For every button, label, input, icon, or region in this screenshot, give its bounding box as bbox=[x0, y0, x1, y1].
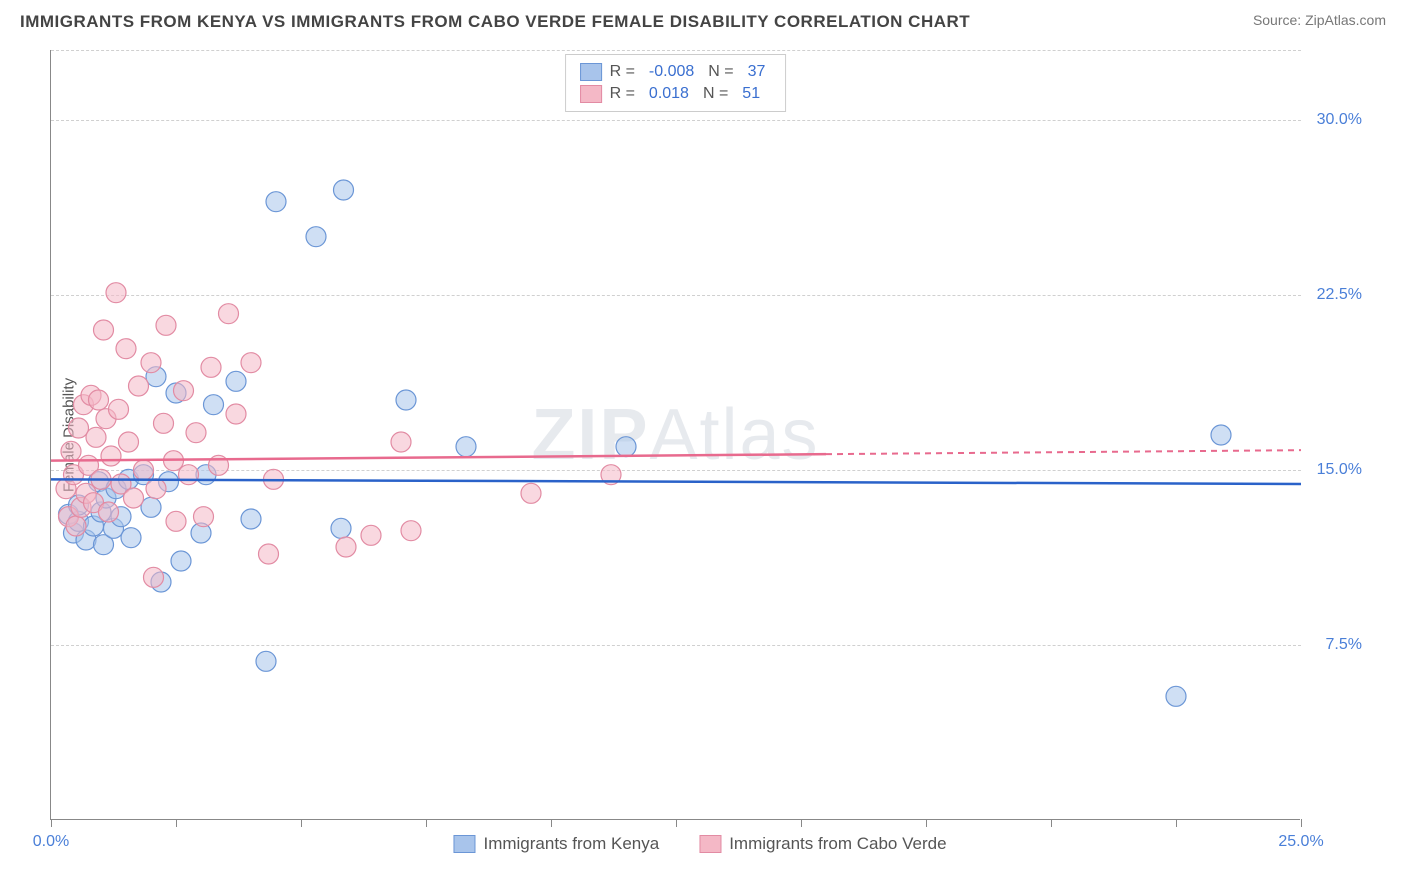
scatter-point bbox=[171, 551, 191, 571]
y-tick-label: 15.0% bbox=[1317, 461, 1362, 479]
scatter-point bbox=[1211, 425, 1231, 445]
scatter-point bbox=[109, 399, 129, 419]
scatter-point bbox=[306, 227, 326, 247]
x-tick bbox=[176, 819, 177, 827]
scatter-point bbox=[94, 320, 114, 340]
legend-correlation-row: R = 0.018 N = 51 bbox=[580, 83, 772, 105]
legend-n-value: 51 bbox=[736, 85, 766, 103]
x-tick bbox=[51, 819, 52, 827]
x-tick bbox=[801, 819, 802, 827]
scatter-point bbox=[391, 432, 411, 452]
legend-swatch bbox=[580, 85, 602, 103]
legend-n-label: N = bbox=[708, 63, 733, 81]
regression-line-dashed bbox=[826, 450, 1301, 454]
x-tick bbox=[301, 819, 302, 827]
scatter-point bbox=[154, 413, 174, 433]
scatter-point bbox=[166, 511, 186, 531]
scatter-point bbox=[1166, 686, 1186, 706]
scatter-plot-svg bbox=[51, 50, 1301, 820]
scatter-point bbox=[194, 507, 214, 527]
scatter-point bbox=[226, 371, 246, 391]
regression-line bbox=[51, 479, 1301, 484]
scatter-point bbox=[141, 353, 161, 373]
x-tick bbox=[551, 819, 552, 827]
chart-container: Female Disability ZIPAtlas R =-0.008N =3… bbox=[50, 50, 1350, 820]
legend-r-value: -0.008 bbox=[643, 63, 700, 81]
scatter-point bbox=[61, 441, 81, 461]
legend-series-label: Immigrants from Kenya bbox=[483, 834, 659, 854]
legend-bottom: Immigrants from Kenya Immigrants from Cab… bbox=[453, 834, 946, 854]
legend-series-item: Immigrants from Cabo Verde bbox=[699, 834, 946, 854]
scatter-point bbox=[396, 390, 416, 410]
x-tick-label: 0.0% bbox=[33, 833, 69, 851]
legend-n-label: N = bbox=[703, 85, 728, 103]
scatter-point bbox=[89, 390, 109, 410]
x-tick bbox=[926, 819, 927, 827]
scatter-point bbox=[219, 304, 239, 324]
scatter-point bbox=[259, 544, 279, 564]
scatter-point bbox=[69, 418, 89, 438]
scatter-point bbox=[141, 497, 161, 517]
chart-title: IMMIGRANTS FROM KENYA VS IMMIGRANTS FROM… bbox=[20, 12, 970, 32]
scatter-point bbox=[101, 446, 121, 466]
x-tick bbox=[1301, 819, 1302, 827]
legend-n-value: 37 bbox=[742, 63, 772, 81]
x-tick-label: 25.0% bbox=[1278, 833, 1323, 851]
scatter-point bbox=[256, 651, 276, 671]
scatter-point bbox=[334, 180, 354, 200]
legend-series-label: Immigrants from Cabo Verde bbox=[729, 834, 946, 854]
scatter-point bbox=[336, 537, 356, 557]
scatter-point bbox=[86, 427, 106, 447]
scatter-point bbox=[331, 518, 351, 538]
x-tick bbox=[1051, 819, 1052, 827]
scatter-point bbox=[129, 376, 149, 396]
scatter-point bbox=[266, 192, 286, 212]
y-tick-label: 7.5% bbox=[1326, 636, 1362, 654]
legend-correlation-box: R =-0.008N =37R =0.018N =51 bbox=[565, 54, 787, 112]
x-tick bbox=[676, 819, 677, 827]
scatter-point bbox=[204, 395, 224, 415]
x-tick bbox=[1176, 819, 1177, 827]
legend-series-item: Immigrants from Kenya bbox=[453, 834, 659, 854]
plot-area: ZIPAtlas R =-0.008N =37R =0.018N =51 0.0… bbox=[50, 50, 1300, 820]
scatter-point bbox=[521, 483, 541, 503]
scatter-point bbox=[106, 283, 126, 303]
scatter-point bbox=[186, 423, 206, 443]
chart-source: Source: ZipAtlas.com bbox=[1253, 12, 1386, 28]
scatter-point bbox=[361, 525, 381, 545]
scatter-point bbox=[456, 437, 476, 457]
x-tick bbox=[426, 819, 427, 827]
legend-r-value: 0.018 bbox=[643, 85, 695, 103]
scatter-point bbox=[616, 437, 636, 457]
scatter-point bbox=[124, 488, 144, 508]
y-tick-label: 22.5% bbox=[1317, 286, 1362, 304]
scatter-point bbox=[99, 502, 119, 522]
scatter-point bbox=[121, 528, 141, 548]
scatter-point bbox=[241, 509, 261, 529]
legend-swatch bbox=[580, 63, 602, 81]
scatter-point bbox=[134, 460, 154, 480]
scatter-point bbox=[226, 404, 246, 424]
y-tick-label: 30.0% bbox=[1317, 111, 1362, 129]
scatter-point bbox=[66, 516, 86, 536]
scatter-point bbox=[174, 381, 194, 401]
scatter-point bbox=[116, 339, 136, 359]
scatter-point bbox=[201, 357, 221, 377]
scatter-point bbox=[401, 521, 421, 541]
chart-header: IMMIGRANTS FROM KENYA VS IMMIGRANTS FROM… bbox=[0, 0, 1406, 40]
scatter-point bbox=[241, 353, 261, 373]
legend-r-label: R = bbox=[610, 85, 635, 103]
scatter-point bbox=[179, 465, 199, 485]
legend-swatch bbox=[699, 835, 721, 853]
scatter-point bbox=[146, 479, 166, 499]
legend-r-label: R = bbox=[610, 63, 635, 81]
legend-correlation-row: R = -0.008 N = 37 bbox=[580, 61, 772, 83]
scatter-point bbox=[156, 315, 176, 335]
scatter-point bbox=[119, 432, 139, 452]
legend-swatch bbox=[453, 835, 475, 853]
scatter-point bbox=[144, 567, 164, 587]
